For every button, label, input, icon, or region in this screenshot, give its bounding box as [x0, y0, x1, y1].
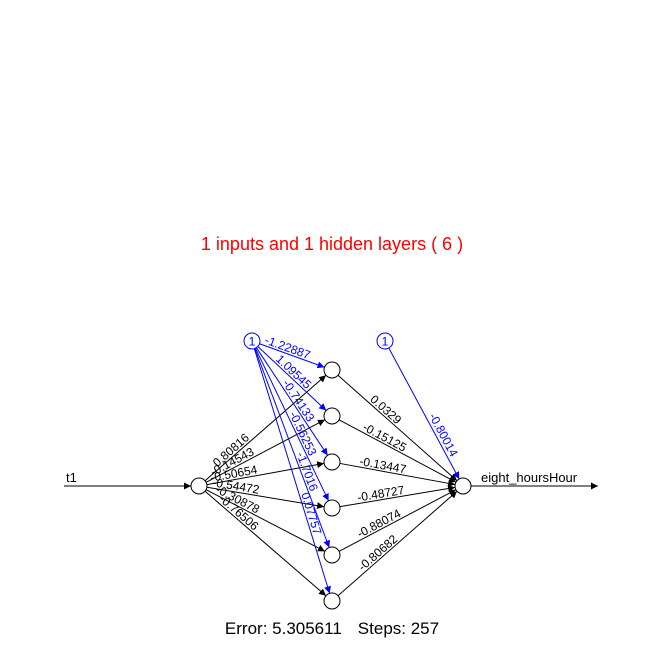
- hidden-output-weight-label: -0.13447: [358, 454, 407, 476]
- hidden-node: [323, 592, 341, 610]
- bias-output-weight-label: -0.80014: [426, 411, 461, 460]
- bias-hidden-edge: [259, 343, 325, 369]
- input-hidden-edge: [206, 461, 325, 486]
- error-value: Error: 5.305611: [224, 619, 342, 638]
- hidden-output-edge: [337, 490, 458, 597]
- output-label: eight_hoursHour: [481, 470, 578, 485]
- bias-hidden-edge: [254, 348, 331, 548]
- hidden-node: [323, 453, 341, 471]
- bias-node: [376, 332, 394, 350]
- bias-hidden-weight-label: 0.07757: [298, 491, 324, 537]
- hidden-output-edge: [339, 462, 456, 487]
- hidden-output-edge: [338, 419, 457, 483]
- hidden-output-edge: [338, 489, 457, 552]
- steps-value: Steps: 257: [357, 619, 440, 638]
- hidden-node: [323, 546, 341, 564]
- input-label: t1: [66, 470, 77, 485]
- output-node: [454, 477, 472, 495]
- hidden-node: [323, 407, 341, 425]
- hidden-output-weight-label: -0.88074: [355, 506, 404, 541]
- hidden-output-weight-label: -0.48727: [356, 483, 405, 505]
- bias-output-edge: [388, 347, 460, 480]
- hidden-output-edge: [339, 485, 456, 508]
- bias-hidden-edge: [255, 347, 329, 502]
- bias-hidden-weight-label: -1.7016: [294, 450, 321, 493]
- bias-node: [243, 332, 261, 350]
- input-node: [190, 477, 208, 495]
- bias-node-label: 1: [382, 335, 389, 349]
- input-hidden-edge: [205, 419, 326, 483]
- training-summary: Error: 5.305611 Steps: 257: [0, 619, 664, 639]
- input-hidden-edge: [206, 486, 325, 510]
- hidden-output-weight-label: 0.0329: [367, 392, 404, 427]
- bias-node-label: 1: [249, 335, 256, 349]
- input-hidden-edge: [205, 489, 326, 552]
- hidden-output-weight-label: -0.15125: [360, 420, 409, 455]
- hidden-node: [323, 499, 341, 517]
- input-hidden-edge: [204, 490, 327, 597]
- hidden-node: [323, 361, 341, 379]
- input-hidden-edge: [204, 374, 327, 482]
- bias-hidden-edge: [253, 348, 331, 594]
- bias-hidden-edge: [255, 347, 329, 456]
- plot-title: 1 inputs and 1 hidden layers ( 6 ): [200, 234, 464, 254]
- bias-hidden-edge: [257, 346, 327, 411]
- hidden-output-edge: [337, 374, 458, 482]
